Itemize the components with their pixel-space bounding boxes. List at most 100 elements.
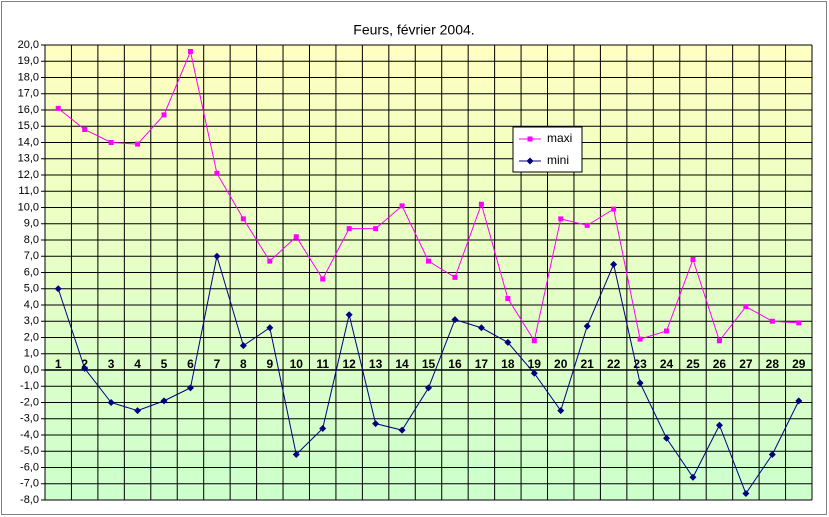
x-tick-label: 2: [81, 357, 88, 371]
legend-label: maxi: [547, 131, 572, 145]
marker: [213, 252, 221, 260]
marker: [54, 285, 62, 293]
x-tick-label: 6: [187, 357, 194, 371]
y-tick-label: 1,0: [24, 348, 39, 360]
marker: [240, 216, 246, 222]
y-tick-label: 11,0: [18, 185, 39, 197]
x-tick-label: 1: [55, 357, 62, 371]
marker: [399, 203, 405, 209]
y-tick-label: -1,0: [20, 380, 39, 392]
x-tick-label: 19: [528, 357, 542, 371]
marker: [266, 324, 274, 332]
marker: [267, 258, 273, 264]
x-tick-label: 3: [108, 357, 115, 371]
x-tick-label: 18: [501, 357, 515, 371]
marker: [292, 451, 300, 458]
y-tick-label: 14,0: [18, 136, 39, 148]
x-tick-label: 22: [607, 357, 621, 371]
y-tick-label: 17,0: [18, 88, 39, 100]
marker: [689, 473, 697, 481]
y-tick-label: -6,0: [20, 461, 39, 473]
legend-box: [512, 126, 583, 173]
y-tick-label: -7,0: [20, 478, 39, 490]
marker: [135, 141, 141, 147]
marker: [743, 304, 749, 310]
x-tick-label: 7: [214, 357, 221, 371]
y-tick-label: 9,0: [24, 218, 39, 230]
x-tick-label: 25: [686, 357, 700, 371]
marker: [768, 451, 776, 458]
marker: [373, 226, 379, 232]
legend-label: mini: [547, 153, 569, 167]
marker: [584, 222, 590, 228]
y-tick-label: -3,0: [20, 413, 39, 425]
marker: [478, 201, 484, 207]
y-tick-label: 16,0: [18, 104, 39, 116]
marker: [636, 379, 644, 387]
marker: [293, 234, 299, 240]
marker: [795, 397, 803, 405]
marker: [716, 338, 722, 344]
marker: [426, 258, 431, 264]
marker: [637, 336, 643, 342]
marker: [452, 274, 458, 280]
y-tick-label: -2,0: [20, 396, 39, 408]
marker: [769, 318, 775, 324]
marker: [558, 216, 564, 222]
y-tick-label: 4,0: [24, 299, 39, 311]
marker: [690, 257, 696, 262]
y-tick-label: 0,0: [24, 364, 39, 376]
marker: [107, 399, 115, 406]
y-tick-label: 12,0: [18, 169, 39, 181]
x-tick-label: 16: [448, 357, 462, 371]
marker: [346, 226, 352, 232]
marker: [319, 425, 327, 432]
marker: [320, 276, 326, 282]
x-tick-label: 14: [395, 357, 409, 371]
marker: [505, 296, 511, 301]
x-tick-label: 15: [422, 357, 436, 371]
marker: [610, 260, 618, 268]
y-tick-label: 3,0: [24, 315, 39, 327]
marker: [663, 434, 671, 442]
x-tick-label: 28: [766, 357, 780, 371]
marker: [715, 421, 723, 429]
x-tick-label: 5: [161, 357, 168, 371]
y-tick-label: 15,0: [18, 120, 39, 132]
marker: [187, 49, 193, 54]
marker: [345, 311, 353, 319]
chart-title: Feurs, février 2004.: [353, 22, 474, 38]
y-tick-label: -5,0: [20, 445, 39, 457]
marker: [451, 316, 459, 324]
marker: [214, 170, 220, 176]
x-tick-label: 21: [581, 357, 595, 371]
marker: [239, 342, 247, 350]
marker: [796, 320, 802, 326]
marker: [504, 338, 512, 346]
marker: [134, 407, 142, 415]
marker: [530, 369, 538, 377]
marker: [108, 140, 114, 145]
x-tick-label: 11: [316, 357, 329, 371]
y-tick-label: 8,0: [24, 234, 39, 246]
x-tick-label: 17: [475, 357, 489, 371]
legend-marker: [526, 157, 534, 165]
x-tick-label: 27: [739, 357, 753, 371]
x-tick-label: 10: [290, 357, 304, 371]
marker: [55, 105, 61, 111]
x-tick-label: 9: [266, 357, 273, 371]
y-tick-label: 13,0: [18, 153, 39, 165]
marker: [82, 127, 88, 132]
y-tick-label: 7,0: [24, 250, 39, 262]
y-tick-label: -8,0: [20, 494, 39, 506]
marker: [398, 426, 406, 434]
y-tick-label: -4,0: [20, 429, 39, 441]
y-tick-label: 6,0: [24, 266, 39, 278]
y-tick-label: 20,0: [18, 39, 39, 51]
x-tick-label: 29: [792, 357, 806, 371]
y-tick-label: 18,0: [18, 71, 39, 83]
y-tick-label: 2,0: [24, 331, 39, 343]
x-tick-label: 12: [342, 357, 356, 371]
marker: [611, 206, 617, 212]
